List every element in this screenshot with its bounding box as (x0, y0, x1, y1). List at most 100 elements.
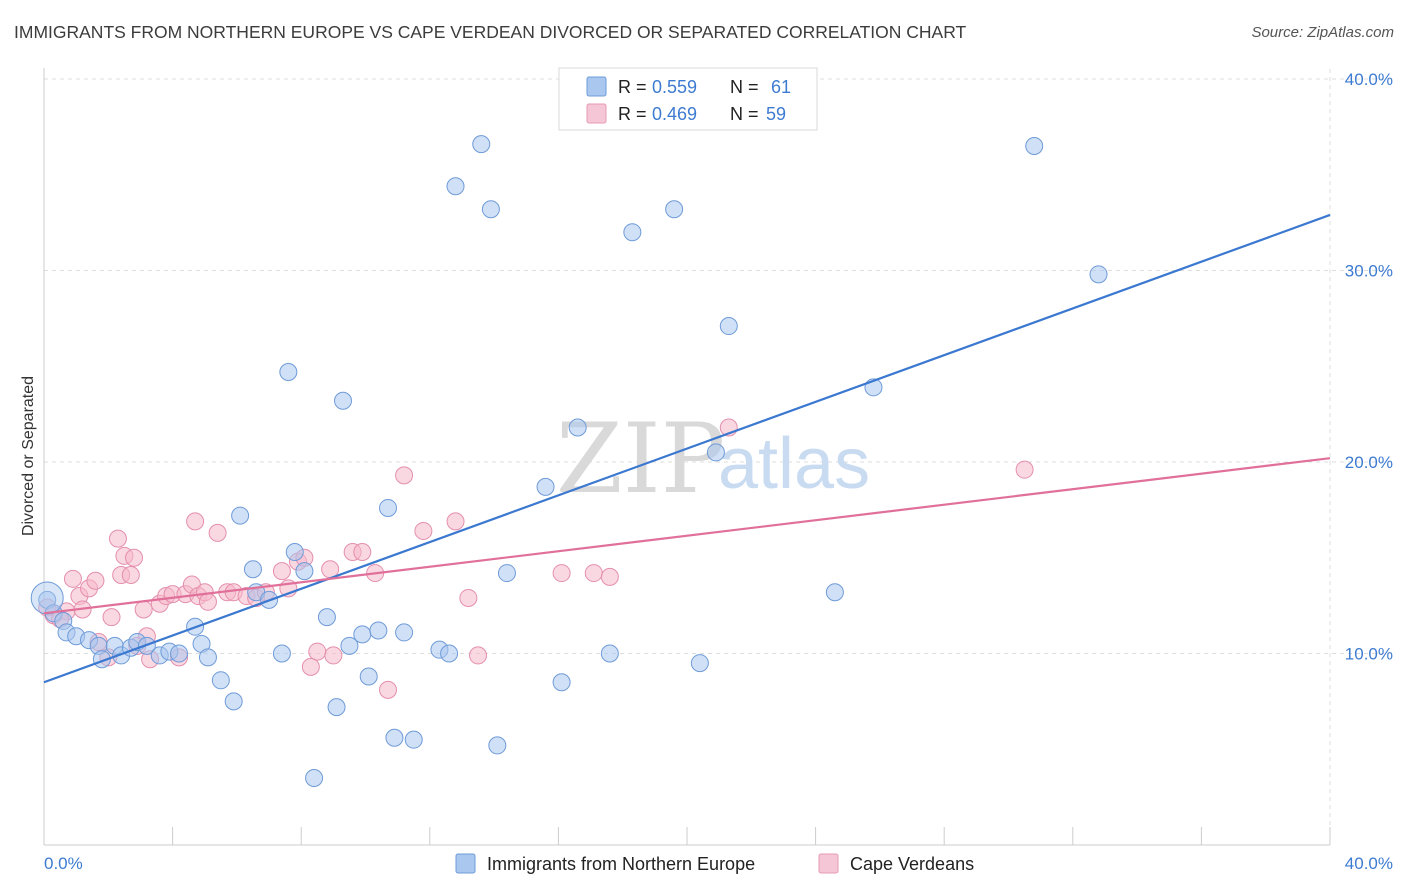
legend-n-label-1: N = (730, 77, 759, 97)
legend-r-label-1: R = (618, 77, 647, 97)
x-tick-labels: 0.0% 40.0% (44, 854, 1393, 873)
scatter-points (30, 135, 1108, 787)
point-northern-europe-47 (497, 564, 516, 583)
point-northern-europe-35 (359, 667, 378, 686)
point-cape-verdean-56 (1015, 460, 1034, 479)
point-northern-europe-36 (369, 621, 388, 640)
point-northern-europe-27 (285, 543, 304, 562)
legend-n-label-2: N = (730, 104, 759, 124)
trend-line-northern-europe (43, 213, 1331, 684)
trend-lines (43, 213, 1331, 684)
point-northern-europe-37 (379, 498, 398, 517)
point-northern-europe-40 (404, 730, 423, 749)
correlation-legend: R = 0.559 N = 61 R = 0.469 N = 59 (558, 67, 818, 131)
point-cape-verdean-10 (102, 608, 121, 627)
point-northern-europe-18 (198, 648, 217, 667)
series-legend-label-blue: Immigrants from Northern Europe (487, 854, 755, 874)
y-axis-label: Divorced or Separated (20, 376, 37, 536)
point-cape-verdean-3 (63, 569, 82, 588)
point-cape-verdean-52 (552, 564, 571, 583)
point-northern-europe-54 (690, 654, 709, 673)
chart-title: IMMIGRANTS FROM NORTHERN EUROPE VS CAPE … (14, 22, 967, 42)
point-northern-europe-cluster (30, 581, 64, 615)
point-northern-europe-45 (481, 200, 500, 219)
series-legend: Immigrants from Northern Europe Cape Ver… (455, 853, 974, 874)
source-label: Source: ZipAtlas.com (1251, 24, 1394, 41)
point-northern-europe-55 (706, 443, 725, 462)
point-northern-europe-21 (231, 506, 250, 525)
point-cape-verdean-35 (272, 562, 291, 581)
point-cape-verdean-7 (86, 571, 105, 590)
point-cape-verdean-29 (208, 523, 227, 542)
point-northern-europe-39 (395, 623, 414, 642)
point-cape-verdean-44 (353, 543, 372, 562)
point-northern-europe-53 (665, 200, 684, 219)
point-northern-europe-46 (488, 736, 507, 755)
series-legend-label-pink: Cape Verdeans (850, 854, 974, 874)
point-northern-europe-57 (825, 583, 844, 602)
legend-n-value-2: 59 (766, 104, 786, 124)
point-cape-verdean-46 (379, 680, 398, 699)
point-northern-europe-25 (272, 644, 291, 663)
legend-r-value-1: 0.559 (652, 77, 697, 97)
point-northern-europe-15 (170, 644, 189, 663)
point-northern-europe-60 (1089, 265, 1108, 284)
x-tick-label-0: 0.0% (44, 854, 83, 873)
point-northern-europe-52 (623, 223, 642, 242)
point-northern-europe-44 (472, 135, 491, 154)
point-northern-europe-33 (340, 636, 359, 655)
point-northern-europe-48 (536, 477, 555, 496)
point-cape-verdean-28 (198, 592, 217, 611)
trend-line-cape-verdean (43, 457, 1331, 615)
point-northern-europe-42 (440, 644, 459, 663)
point-northern-europe-38 (385, 728, 404, 747)
point-cape-verdean-14 (121, 565, 140, 584)
point-cape-verdean-49 (446, 512, 465, 531)
point-northern-europe-29 (305, 768, 324, 787)
legend-n-value-1: 61 (771, 77, 791, 97)
point-cape-verdean-48 (414, 521, 433, 540)
point-cape-verdean-53 (584, 564, 603, 583)
point-northern-europe-59 (1025, 137, 1044, 156)
point-northern-europe-20 (224, 692, 243, 711)
point-northern-europe-34 (353, 625, 372, 644)
point-northern-europe-50 (568, 418, 587, 437)
point-cape-verdean-16 (134, 600, 153, 619)
y-tick-label-1: 20.0% (1345, 453, 1393, 472)
point-cape-verdean-47 (395, 466, 414, 485)
point-northern-europe-31 (327, 698, 346, 717)
axes (43, 68, 1331, 846)
point-northern-europe-30 (317, 608, 336, 627)
point-cape-verdean-15 (125, 548, 144, 567)
series-legend-swatch-blue (455, 853, 476, 874)
point-cape-verdean-42 (324, 646, 343, 665)
point-northern-europe-43 (446, 177, 465, 196)
point-cape-verdean-51 (469, 646, 488, 665)
point-cape-verdean-50 (459, 588, 478, 607)
point-northern-europe-51 (600, 644, 619, 663)
point-northern-europe-56 (719, 317, 738, 336)
point-northern-europe-22 (243, 560, 262, 579)
point-northern-europe-19 (211, 671, 230, 690)
y-tick-labels: 10.0% 20.0% 30.0% 40.0% (1345, 70, 1393, 664)
y-tick-label-3: 40.0% (1345, 70, 1393, 89)
point-cape-verdean-39 (301, 657, 320, 676)
legend-swatch-blue (586, 76, 607, 97)
point-cape-verdean-25 (186, 512, 205, 531)
point-cape-verdean-54 (600, 567, 619, 586)
point-cape-verdean-40 (308, 642, 327, 661)
legend-r-value-2: 0.469 (652, 104, 697, 124)
point-cape-verdean-11 (108, 529, 127, 548)
watermark-atlas: atlas (718, 424, 870, 504)
point-northern-europe-28 (295, 562, 314, 581)
x-tick-label-1: 40.0% (1345, 854, 1393, 873)
legend-r-label-2: R = (618, 104, 647, 124)
series-legend-swatch-pink (818, 853, 839, 874)
point-northern-europe-26 (279, 362, 298, 381)
point-northern-europe-49 (552, 673, 571, 692)
y-tick-label-0: 10.0% (1345, 645, 1393, 664)
point-northern-europe-32 (333, 391, 352, 410)
y-tick-label-2: 30.0% (1345, 262, 1393, 281)
legend-swatch-pink (586, 103, 607, 124)
